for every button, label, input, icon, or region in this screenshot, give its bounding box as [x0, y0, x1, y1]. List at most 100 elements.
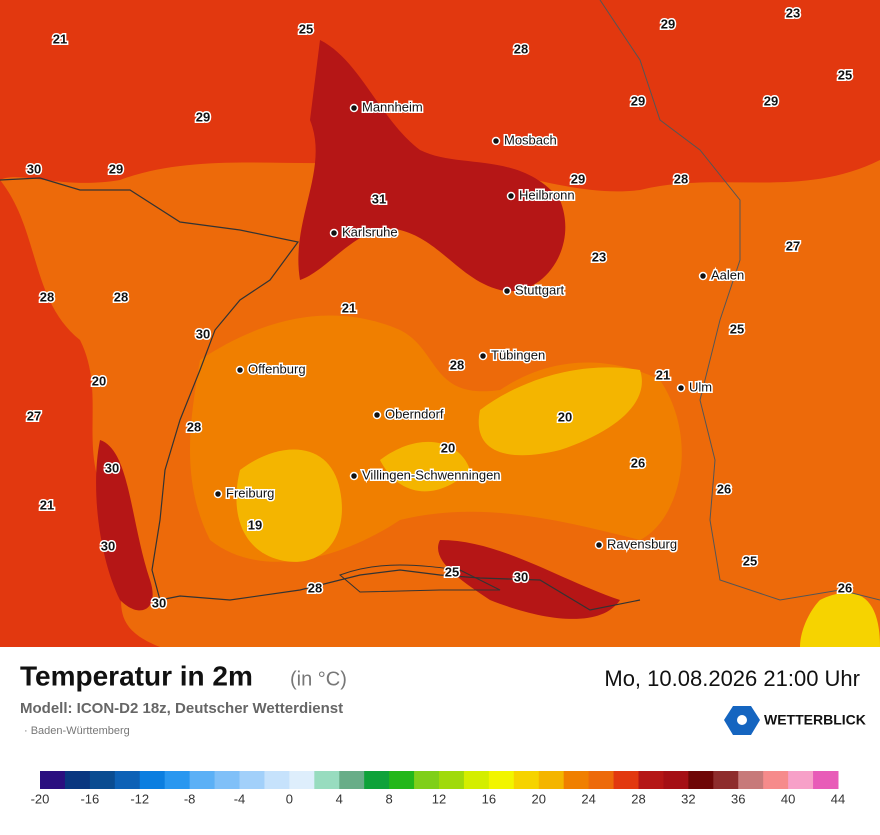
- city-dot: [349, 103, 359, 113]
- temperature-label: 28: [187, 419, 201, 434]
- legend-swatch: [463, 771, 490, 789]
- legend-swatch: [64, 771, 91, 789]
- city-dot: [349, 471, 359, 481]
- temperature-label: 26: [631, 455, 645, 470]
- legend-tick-label: 32: [681, 791, 695, 806]
- city-label: Stuttgart: [515, 282, 565, 297]
- legend-swatch: [588, 771, 615, 789]
- city-label: Heilbronn: [519, 187, 575, 202]
- legend-swatch: [114, 771, 141, 789]
- temperature-label: 29: [109, 161, 123, 176]
- title: Temperatur in 2m: [20, 660, 253, 691]
- unit: (in °C): [290, 668, 347, 690]
- temperature-label: 28: [514, 41, 528, 56]
- temperature-label: 29: [196, 109, 210, 124]
- legend-swatch: [563, 771, 590, 789]
- city-dot: [235, 365, 245, 375]
- city-dot: [676, 383, 686, 393]
- temperature-label: 29: [571, 171, 585, 186]
- legend-swatch: [414, 771, 440, 789]
- city-label: Freiburg: [226, 485, 274, 500]
- legend-swatch: [738, 771, 764, 789]
- temperature-label: 20: [441, 440, 455, 455]
- warm-zone: [0, 0, 880, 192]
- legend-swatch: [264, 771, 290, 789]
- legend-tick-label: -8: [184, 791, 196, 806]
- city-label: Ulm: [689, 379, 712, 394]
- legend-swatch: [89, 771, 116, 789]
- temperature-label: 29: [764, 93, 778, 108]
- lake-outline: [339, 564, 501, 593]
- city-dot: [594, 540, 604, 550]
- temperature-label: 26: [838, 580, 852, 595]
- legend-tick-label: 8: [386, 791, 393, 806]
- legend-swatch: [40, 771, 66, 789]
- temperature-label: 19: [248, 517, 262, 532]
- legend-swatch: [314, 771, 340, 789]
- legend-swatch: [164, 771, 191, 789]
- temperature-label: 27: [786, 238, 800, 253]
- temperature-label: 21: [656, 367, 670, 382]
- temperature-label: 27: [27, 408, 41, 423]
- temperature-label: 31: [372, 191, 386, 206]
- city-label: Aalen: [711, 267, 744, 282]
- temperature-label: 29: [631, 93, 645, 108]
- temperature-label: 28: [450, 357, 464, 372]
- city-dot: [491, 136, 501, 146]
- temperature-label: 25: [299, 21, 313, 36]
- legend-swatch: [488, 771, 515, 789]
- cool-zone: [478, 367, 642, 456]
- city-dot: [506, 191, 516, 201]
- temperature-label: 28: [114, 289, 128, 304]
- hot-zone: [96, 440, 153, 611]
- legend-swatch: [513, 771, 540, 789]
- city-label: Ravensburg: [607, 536, 677, 551]
- legend-tick-label: 4: [336, 791, 343, 806]
- legend-swatch: [189, 771, 216, 789]
- legend-swatch: [538, 771, 565, 789]
- legend-swatch: [214, 771, 240, 789]
- legend-swatch: [389, 771, 415, 789]
- legend-swatch: [239, 771, 265, 789]
- legend-swatch: [289, 771, 315, 789]
- temperature-label: 28: [308, 580, 322, 595]
- temperature-label: 25: [445, 564, 459, 579]
- temperature-label: 20: [558, 409, 572, 424]
- legend-tick-label: -12: [130, 791, 149, 806]
- legend-tick-label: 0: [286, 791, 293, 806]
- temperature-label: 30: [514, 569, 528, 584]
- city-label: Mannheim: [362, 99, 423, 114]
- temperature-label: 28: [674, 171, 688, 186]
- cities: Mannheim Mosbach Heilbronn Karlsruhe Stuttga…: [213, 98, 746, 553]
- city-dot: [213, 489, 223, 499]
- city-dot: [329, 228, 339, 238]
- temperature-label: 26: [717, 481, 731, 496]
- temperature-label: 25: [730, 321, 744, 336]
- cool-zone: [800, 592, 880, 647]
- legend-swatch: [139, 771, 166, 789]
- temperature-label: 30: [27, 161, 41, 176]
- legend: -20 -16 -12 -8 -4 0 4 8 12 16 20 24 28 32 36 40 44: [31, 771, 845, 806]
- legend-swatch: [713, 771, 739, 789]
- city-label: Villingen-Schwenningen: [362, 467, 501, 482]
- city-label: Oberndorf: [385, 406, 444, 421]
- hot-zone: [298, 40, 566, 292]
- temperature-label: 21: [40, 497, 54, 512]
- temperature-label: 30: [101, 538, 115, 553]
- legend-tick-label: 36: [731, 791, 745, 806]
- legend-swatch: [339, 771, 365, 789]
- temperature-label: 28: [40, 289, 54, 304]
- legend-tick-label: 44: [831, 791, 845, 806]
- legend-tick-label: -4: [234, 791, 246, 806]
- legend-swatch: [439, 771, 465, 789]
- city-label: Karlsruhe: [342, 224, 398, 239]
- logo: WETTERBLICK: [764, 712, 866, 728]
- temperature-label: 29: [661, 16, 675, 31]
- legend-tick-label: -20: [31, 791, 50, 806]
- temperature-label: 25: [743, 553, 757, 568]
- border-line: [0, 177, 641, 611]
- legend-tick-label: 16: [482, 791, 496, 806]
- temperature-label: 25: [838, 67, 852, 82]
- legend-tick-label: 40: [781, 791, 795, 806]
